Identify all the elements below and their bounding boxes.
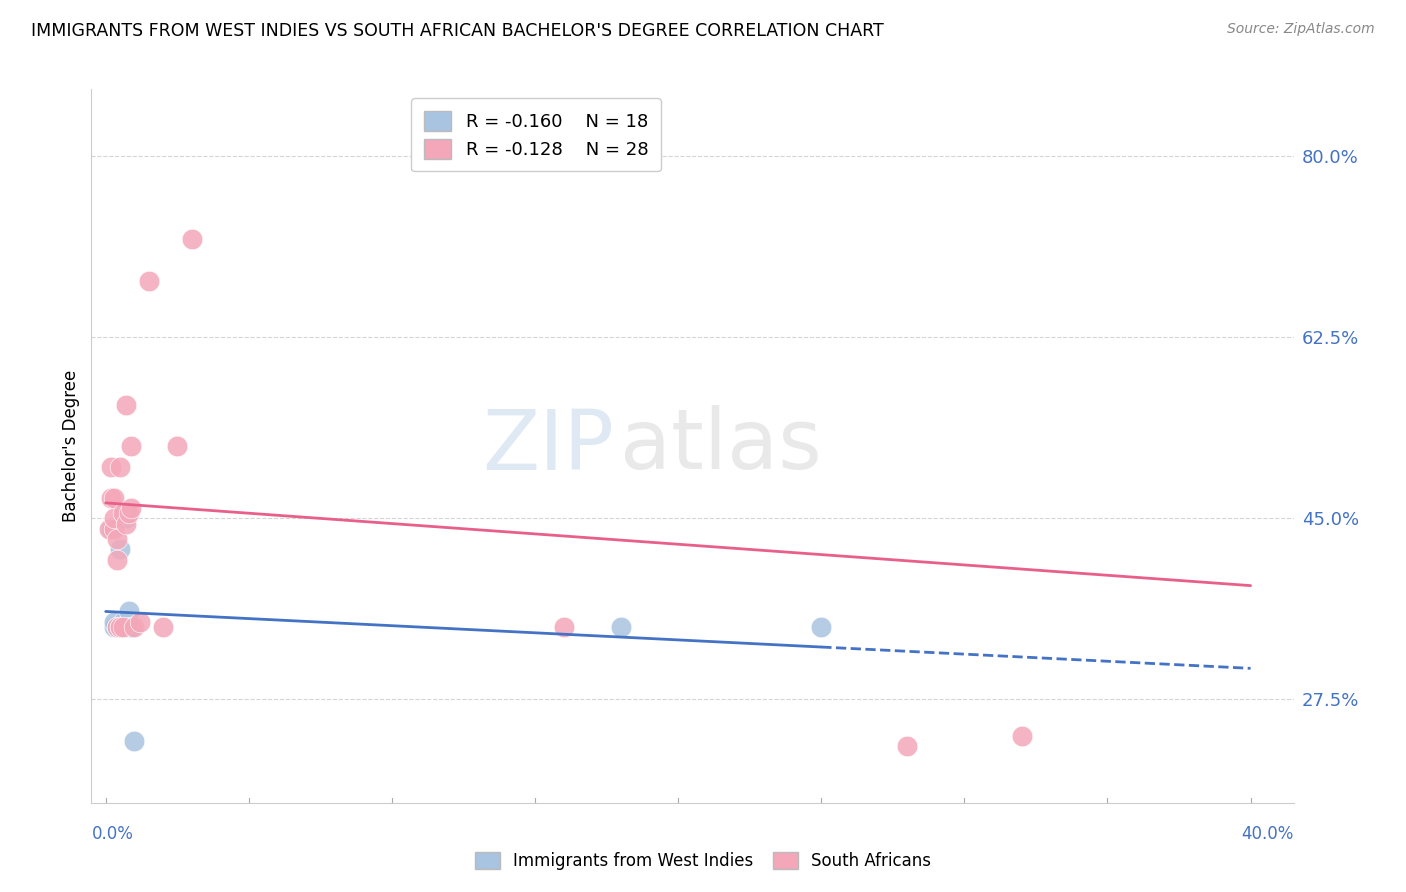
Point — [120, 501, 143, 516]
Point — [138, 273, 160, 287]
Point — [120, 620, 143, 634]
Point — [114, 398, 136, 412]
Text: atlas: atlas — [620, 406, 823, 486]
Point — [108, 459, 131, 474]
Point — [152, 620, 174, 634]
Point — [100, 491, 122, 505]
Point — [108, 620, 131, 634]
Point — [105, 553, 128, 567]
Point — [114, 511, 136, 525]
Point — [117, 506, 139, 520]
Text: 40.0%: 40.0% — [1241, 825, 1294, 843]
Point — [108, 542, 131, 557]
Point — [105, 532, 128, 546]
Point — [103, 511, 125, 525]
Point — [129, 615, 152, 629]
Point — [108, 620, 131, 634]
Legend: Immigrants from West Indies, South Africans: Immigrants from West Indies, South Afric… — [468, 845, 938, 877]
Point — [610, 620, 633, 634]
Text: IMMIGRANTS FROM WEST INDIES VS SOUTH AFRICAN BACHELOR'S DEGREE CORRELATION CHART: IMMIGRANTS FROM WEST INDIES VS SOUTH AFR… — [31, 22, 884, 40]
Point — [120, 620, 143, 634]
Point — [100, 459, 122, 474]
Point — [180, 232, 202, 246]
Point — [1011, 729, 1033, 743]
Point — [111, 620, 134, 634]
Y-axis label: Bachelor's Degree: Bachelor's Degree — [62, 370, 80, 522]
Point — [120, 439, 143, 453]
Point — [117, 605, 139, 619]
Point — [100, 522, 122, 536]
Text: 0.0%: 0.0% — [91, 825, 134, 843]
Point — [111, 615, 134, 629]
Point — [553, 620, 575, 634]
Point — [111, 620, 134, 634]
Point — [111, 620, 134, 634]
Legend: R = -0.160    N = 18, R = -0.128    N = 28: R = -0.160 N = 18, R = -0.128 N = 28 — [412, 98, 661, 171]
Point — [103, 491, 125, 505]
Point — [103, 615, 125, 629]
Text: ZIP: ZIP — [482, 406, 614, 486]
Point — [105, 620, 128, 634]
Text: Source: ZipAtlas.com: Source: ZipAtlas.com — [1227, 22, 1375, 37]
Point — [111, 506, 134, 520]
Point — [896, 739, 918, 753]
Point — [108, 620, 131, 634]
Point — [97, 522, 120, 536]
Point — [103, 522, 125, 536]
Point — [114, 516, 136, 531]
Point — [166, 439, 188, 453]
Point — [114, 506, 136, 520]
Point — [810, 620, 832, 634]
Point — [105, 620, 128, 634]
Point — [103, 620, 125, 634]
Point — [124, 733, 146, 747]
Point — [117, 620, 139, 634]
Point — [124, 620, 146, 634]
